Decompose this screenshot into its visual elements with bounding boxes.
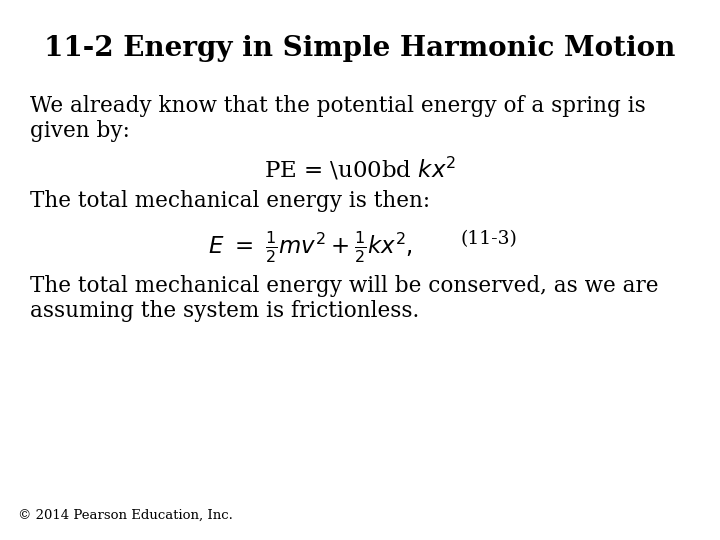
Text: 11-2 Energy in Simple Harmonic Motion: 11-2 Energy in Simple Harmonic Motion bbox=[45, 35, 675, 62]
Text: given by:: given by: bbox=[30, 120, 130, 142]
Text: $E \ = \ \frac{1}{2}mv^{2} + \frac{1}{2}kx^{2},$: $E \ = \ \frac{1}{2}mv^{2} + \frac{1}{2}… bbox=[207, 230, 413, 265]
Text: assuming the system is frictionless.: assuming the system is frictionless. bbox=[30, 300, 419, 322]
Text: We already know that the potential energy of a spring is: We already know that the potential energ… bbox=[30, 95, 646, 117]
Text: (11-3): (11-3) bbox=[460, 230, 517, 248]
Text: PE = \u00bd $\mathit{kx}^{2}$: PE = \u00bd $\mathit{kx}^{2}$ bbox=[264, 155, 456, 182]
Text: © 2014 Pearson Education, Inc.: © 2014 Pearson Education, Inc. bbox=[18, 509, 233, 522]
Text: The total mechanical energy will be conserved, as we are: The total mechanical energy will be cons… bbox=[30, 275, 659, 297]
Text: The total mechanical energy is then:: The total mechanical energy is then: bbox=[30, 190, 430, 212]
